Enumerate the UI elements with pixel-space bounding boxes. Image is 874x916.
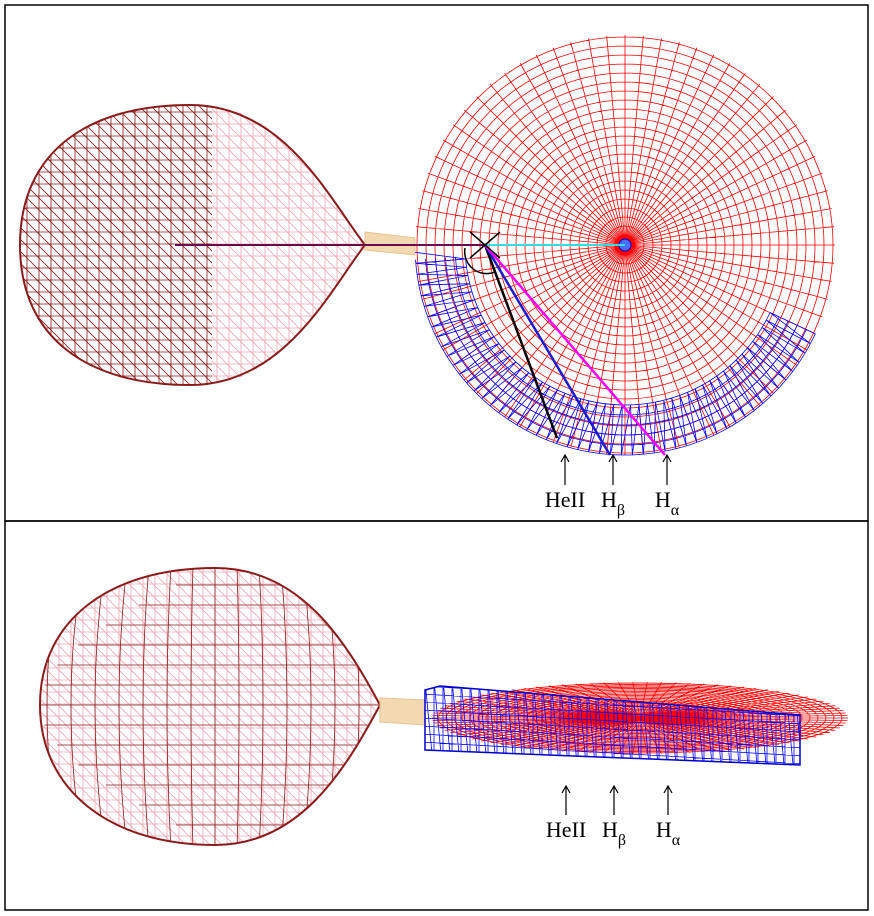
arrow bbox=[560, 453, 570, 485]
line-label: Hβ bbox=[601, 487, 625, 519]
label-subscript: α bbox=[672, 832, 681, 849]
label-subscript: β bbox=[618, 832, 626, 849]
label-subscript: β bbox=[617, 502, 625, 519]
disk-mesh bbox=[432, 682, 848, 754]
arrow bbox=[561, 784, 571, 815]
bottom-panel bbox=[4, 520, 869, 911]
label-text: H bbox=[656, 817, 672, 842]
hot-spot-band bbox=[415, 251, 816, 456]
line-label: Hα bbox=[655, 487, 680, 519]
line-label: Hβ bbox=[602, 817, 626, 849]
star-outline bbox=[38, 566, 382, 847]
hbeta-line bbox=[483, 244, 612, 456]
label-text: HeII bbox=[545, 487, 585, 512]
velocity-marker bbox=[463, 231, 501, 275]
line-label: HeII bbox=[545, 487, 585, 512]
heii-line bbox=[483, 244, 559, 439]
line-label: HeII bbox=[546, 817, 586, 842]
label-subscript: α bbox=[671, 502, 680, 519]
label-text: H bbox=[602, 817, 618, 842]
halpha-line bbox=[484, 244, 666, 456]
meshes bbox=[18, 35, 848, 847]
line-label: Hα bbox=[656, 817, 681, 849]
gas-stream bbox=[364, 231, 416, 256]
arrow bbox=[663, 784, 673, 815]
arrow bbox=[608, 453, 618, 485]
gas-stream bbox=[379, 697, 426, 726]
label-text: H bbox=[655, 487, 671, 512]
arrow bbox=[609, 784, 619, 815]
band-outline bbox=[424, 685, 801, 766]
label-text: H bbox=[601, 487, 617, 512]
arrow bbox=[662, 453, 672, 485]
label-text: HeII bbox=[546, 817, 586, 842]
